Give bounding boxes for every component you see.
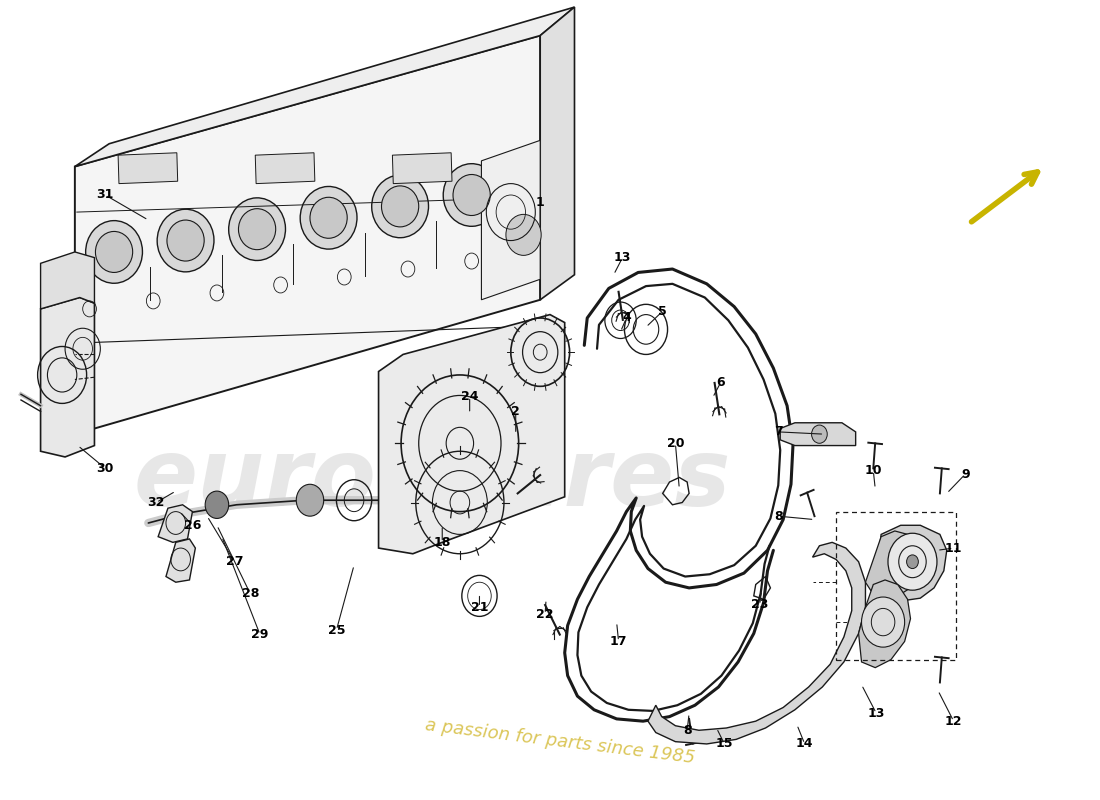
Text: 30: 30	[97, 462, 114, 475]
Ellipse shape	[86, 221, 143, 283]
Ellipse shape	[96, 231, 133, 273]
Text: 2: 2	[512, 405, 520, 418]
Polygon shape	[866, 531, 922, 596]
Text: 31: 31	[97, 189, 114, 202]
Polygon shape	[378, 314, 564, 554]
Polygon shape	[41, 252, 95, 309]
Text: 26: 26	[184, 518, 201, 532]
Text: eurospares: eurospares	[134, 434, 732, 526]
Circle shape	[206, 491, 229, 518]
Text: 23: 23	[751, 598, 768, 611]
Ellipse shape	[300, 186, 358, 249]
Ellipse shape	[372, 175, 429, 238]
Ellipse shape	[310, 198, 348, 238]
Text: 21: 21	[471, 601, 488, 614]
Ellipse shape	[157, 210, 214, 272]
Text: 11: 11	[945, 542, 962, 554]
Polygon shape	[482, 140, 540, 300]
Bar	[118, 153, 178, 184]
Polygon shape	[540, 7, 574, 300]
Text: 14: 14	[796, 738, 814, 750]
Text: 28: 28	[242, 587, 258, 600]
Polygon shape	[878, 526, 947, 601]
Text: 24: 24	[461, 390, 478, 403]
Text: 12: 12	[945, 714, 962, 728]
Text: 18: 18	[433, 536, 451, 549]
Text: 17: 17	[609, 635, 627, 648]
Ellipse shape	[229, 198, 286, 261]
Text: 9: 9	[961, 467, 970, 481]
Circle shape	[506, 214, 541, 255]
Text: a passion for parts since 1985: a passion for parts since 1985	[424, 716, 696, 767]
Circle shape	[812, 425, 827, 443]
Bar	[255, 153, 315, 184]
Bar	[393, 153, 452, 184]
Text: 20: 20	[667, 437, 684, 450]
Polygon shape	[166, 539, 196, 582]
Text: 8: 8	[683, 724, 692, 737]
Text: 4: 4	[621, 311, 630, 325]
Polygon shape	[648, 542, 866, 744]
Text: 1: 1	[536, 197, 544, 210]
Polygon shape	[75, 7, 574, 166]
Ellipse shape	[453, 174, 491, 215]
Text: 5: 5	[658, 305, 667, 318]
Polygon shape	[158, 505, 192, 542]
Ellipse shape	[443, 164, 500, 226]
Polygon shape	[780, 422, 856, 446]
Polygon shape	[75, 35, 540, 434]
Text: 15: 15	[716, 738, 733, 750]
Text: 22: 22	[537, 608, 554, 621]
Text: 6: 6	[716, 377, 725, 390]
Text: 25: 25	[328, 623, 345, 637]
Text: 7: 7	[774, 426, 782, 438]
Text: 29: 29	[251, 628, 268, 641]
Circle shape	[296, 484, 323, 516]
Ellipse shape	[239, 209, 276, 250]
Text: 10: 10	[865, 464, 882, 477]
Circle shape	[906, 555, 918, 569]
Circle shape	[888, 534, 937, 590]
Text: 27: 27	[226, 555, 243, 568]
Circle shape	[861, 597, 904, 647]
Polygon shape	[41, 298, 95, 457]
Text: 8: 8	[774, 510, 782, 522]
Polygon shape	[859, 580, 911, 668]
Ellipse shape	[167, 220, 205, 261]
Text: 13: 13	[868, 706, 884, 720]
Text: 13: 13	[614, 251, 631, 264]
Text: 32: 32	[147, 496, 165, 509]
Ellipse shape	[382, 186, 419, 227]
